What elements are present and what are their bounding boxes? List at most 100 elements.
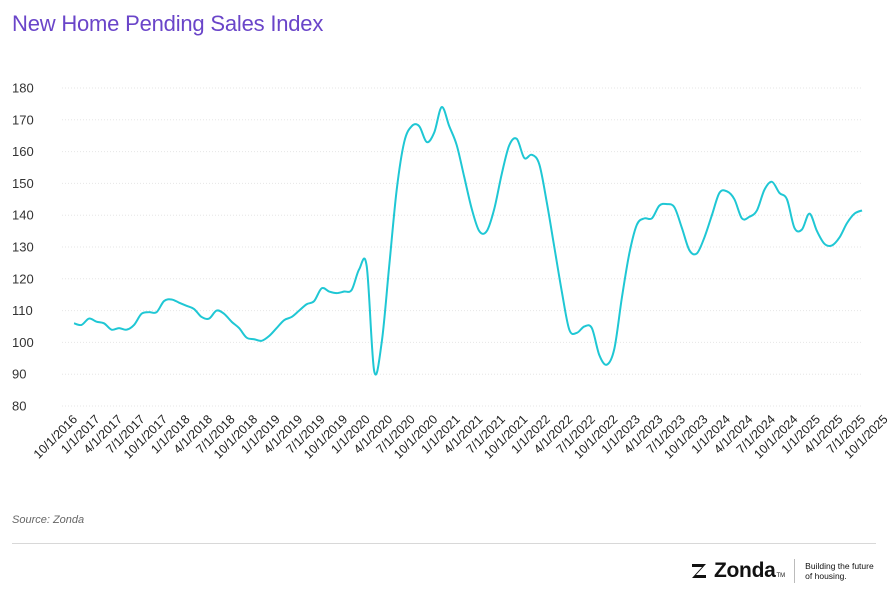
logo-wordmark: Zonda <box>714 559 776 582</box>
data-point <box>373 370 375 372</box>
data-point <box>733 198 735 200</box>
data-point <box>576 332 578 334</box>
data-point <box>561 291 563 293</box>
data-point <box>801 229 803 231</box>
data-point <box>336 292 338 294</box>
data-point <box>696 252 698 254</box>
data-point <box>591 327 593 329</box>
data-point <box>306 303 308 305</box>
data-point <box>568 329 570 331</box>
data-point <box>778 192 780 194</box>
data-point <box>501 173 503 175</box>
data-point <box>343 291 345 293</box>
data-point <box>148 311 150 313</box>
data-point <box>763 189 765 191</box>
data-point <box>96 321 98 323</box>
data-point <box>756 209 758 211</box>
data-point <box>448 125 450 127</box>
series-layer <box>73 106 863 376</box>
data-point <box>636 224 638 226</box>
data-point <box>816 230 818 232</box>
zonda-logo: Zonda TM Building the future of housing. <box>690 558 875 584</box>
zonda-z-icon <box>692 564 706 578</box>
data-point <box>771 181 773 183</box>
data-point <box>321 287 323 289</box>
data-point <box>823 243 825 245</box>
data-point <box>831 244 833 246</box>
data-point <box>193 308 195 310</box>
data-point <box>838 236 840 238</box>
data-point <box>808 213 810 215</box>
data-point <box>711 214 713 216</box>
data-point <box>186 305 188 307</box>
data-point <box>433 132 435 134</box>
source-note: Source: Zonda <box>12 514 85 526</box>
data-point <box>381 341 383 343</box>
data-point <box>358 268 360 270</box>
data-point <box>156 311 158 313</box>
data-point <box>201 316 203 318</box>
data-point <box>486 230 488 232</box>
data-point <box>283 319 285 321</box>
y-tick-label: 150 <box>12 176 34 191</box>
data-point <box>538 163 540 165</box>
data-point <box>643 217 645 219</box>
gridlines <box>62 87 862 407</box>
data-point <box>81 324 83 326</box>
data-point <box>268 335 270 337</box>
data-point <box>351 289 353 291</box>
data-point <box>628 252 630 254</box>
data-point <box>861 209 863 211</box>
y-tick-label: 90 <box>12 367 26 382</box>
data-point <box>216 310 218 312</box>
data-point <box>583 326 585 328</box>
data-point <box>141 313 143 315</box>
footer-divider <box>12 543 876 544</box>
y-tick-label: 140 <box>12 208 34 223</box>
data-point <box>253 338 255 340</box>
data-point <box>298 310 300 312</box>
data-point <box>726 190 728 192</box>
y-tick-label: 170 <box>12 112 34 127</box>
data-point <box>666 203 668 205</box>
data-point <box>658 205 660 207</box>
data-point <box>546 201 548 203</box>
data-point <box>516 138 518 140</box>
y-axis: 80 90 100 110 120 130 140 150 160 170 180 <box>12 81 34 414</box>
data-point <box>456 144 458 146</box>
data-point <box>171 298 173 300</box>
x-axis: 10/1/20161/1/20174/1/20177/1/201710/1/20… <box>31 412 887 461</box>
logo-tagline: Building the future of housing. <box>805 561 874 581</box>
data-point <box>388 265 390 267</box>
line-chart: 80 90 100 110 120 130 140 150 160 170 180 10/1/201… <box>12 81 887 462</box>
data-point <box>508 144 510 146</box>
data-point <box>606 364 608 366</box>
data-point <box>238 327 240 329</box>
data-point <box>178 302 180 304</box>
y-tick-label: 160 <box>12 144 34 159</box>
y-tick-label: 110 <box>12 303 33 318</box>
data-point <box>703 236 705 238</box>
data-point <box>681 227 683 229</box>
data-point <box>613 348 615 350</box>
logo-separator <box>794 559 796 583</box>
data-point <box>126 329 128 331</box>
data-point <box>846 222 848 224</box>
data-point <box>328 291 330 293</box>
data-point <box>463 176 465 178</box>
data-point <box>493 208 495 210</box>
data-point <box>854 213 856 215</box>
logo-trademark: TM <box>776 573 786 579</box>
data-point <box>313 300 315 302</box>
data-point <box>411 125 413 127</box>
data-point <box>621 297 623 299</box>
data-point <box>553 246 555 248</box>
series-line <box>73 106 863 376</box>
data-point <box>793 227 795 229</box>
data-point <box>651 217 653 219</box>
data-point <box>471 208 473 210</box>
data-point <box>598 354 600 356</box>
data-point <box>426 141 428 143</box>
data-point <box>741 217 743 219</box>
data-point <box>531 154 533 156</box>
